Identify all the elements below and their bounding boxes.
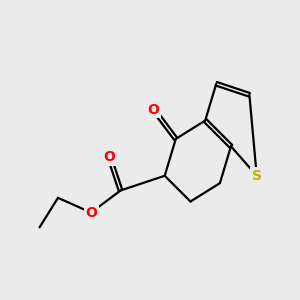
Text: O: O [148,103,160,116]
Text: O: O [85,206,97,220]
Text: O: O [103,150,116,164]
Text: S: S [252,169,262,183]
